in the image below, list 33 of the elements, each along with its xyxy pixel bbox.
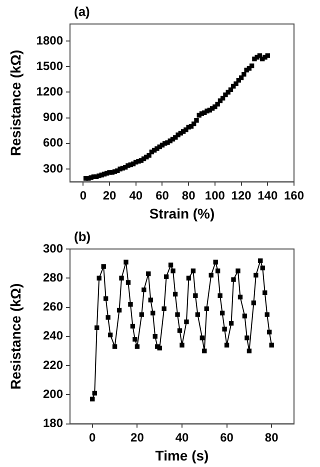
- y-tick-label: 200: [42, 386, 64, 401]
- y-tick-label: 1800: [36, 33, 64, 48]
- x-tick-label: 40: [129, 188, 143, 202]
- y-tick-label: 300: [42, 161, 64, 176]
- x-tick-label: 160: [284, 188, 304, 202]
- x-tick-label: 140: [258, 188, 278, 202]
- x-tick-label: 0: [89, 430, 96, 444]
- x-tick-label: 20: [130, 430, 144, 444]
- x-tick-label: 60: [156, 188, 170, 202]
- x-tick-label: 40: [175, 430, 189, 444]
- y-tick-label: 1200: [36, 84, 64, 99]
- x-tick-label: 100: [204, 188, 226, 202]
- y-tick-label: 300: [42, 241, 64, 256]
- chart-title: (a): [74, 4, 90, 20]
- x-tick-label: 80: [182, 188, 196, 202]
- y-axis-title: Resistance (kΩ): [7, 283, 24, 390]
- x-tick-label: 80: [264, 430, 279, 444]
- y-tick-label: 220: [42, 358, 64, 372]
- y-tick-label: 900: [42, 110, 64, 124]
- x-axis-title: Strain (%): [149, 205, 215, 222]
- y-tick-label: 240: [42, 328, 64, 343]
- x-tick-label: 20: [102, 188, 117, 202]
- x-tick-label: 120: [231, 188, 252, 202]
- y-tick-label: 260: [42, 300, 64, 314]
- x-tick-label: 0: [80, 188, 87, 202]
- y-tick-label: 280: [42, 270, 64, 284]
- y-axis-title: Resistance (kΩ): [7, 50, 24, 156]
- chart-title: (b): [74, 229, 91, 244]
- x-tick-label: 60: [220, 430, 234, 444]
- x-axis-title: Time (s): [155, 447, 209, 464]
- y-tick-label: 600: [42, 136, 64, 150]
- y-tick-label: 1500: [36, 58, 64, 73]
- y-tick-label: 180: [42, 416, 64, 430]
